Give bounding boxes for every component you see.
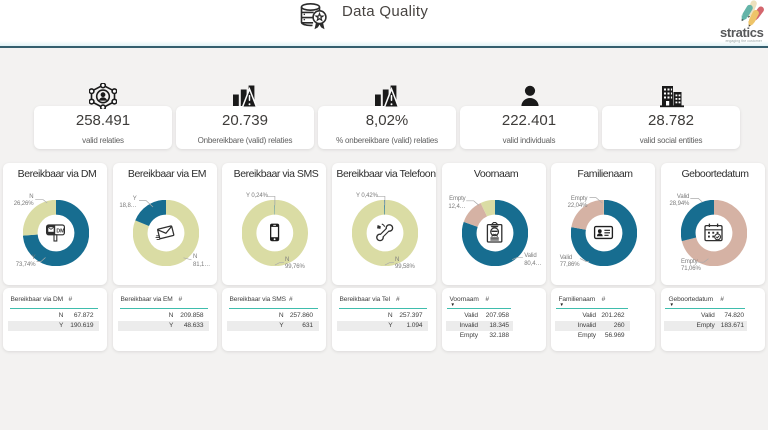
- svg-text:stratics: stratics: [720, 25, 764, 40]
- svg-text:engaging the customer: engaging the customer: [725, 39, 762, 43]
- svg-text:DM: DM: [57, 229, 65, 235]
